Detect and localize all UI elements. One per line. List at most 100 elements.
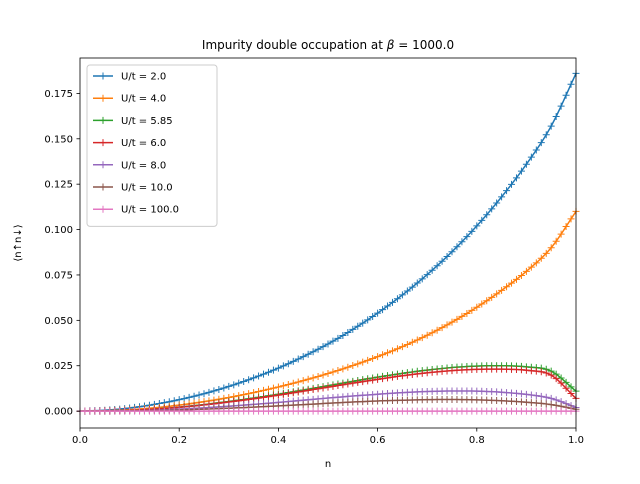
data-point: [359, 319, 367, 327]
chart-title-prefix: Impurity double occupation at: [202, 38, 387, 52]
data-point: [299, 387, 307, 395]
data-point: [547, 122, 555, 130]
data-point: [503, 283, 511, 291]
x-tick-label: 0.8: [469, 435, 485, 446]
chart-title-beta: β: [386, 38, 395, 52]
data-point: [428, 266, 436, 274]
data-point: [468, 227, 476, 235]
data-point: [552, 112, 560, 120]
x-tick-label: 0.6: [370, 435, 386, 446]
data-point: [284, 390, 292, 398]
x-tick-label: 0.4: [270, 435, 286, 446]
legend-label: U/t = 4.0: [121, 94, 166, 105]
data-point: [205, 388, 213, 396]
data-point: [473, 222, 481, 230]
data-point: [334, 334, 342, 342]
data-point: [388, 298, 396, 306]
legend-marker: [99, 139, 107, 147]
legend-marker: [99, 72, 107, 80]
data-point: [304, 375, 312, 383]
legend-entry-u-t-6-0: U/t = 6.0: [93, 138, 166, 149]
data-point: [478, 300, 486, 308]
data-point: [359, 358, 367, 366]
data-point: [408, 370, 416, 378]
data-point: [537, 399, 545, 407]
data-point: [269, 392, 277, 400]
data-point: [537, 392, 545, 400]
series-layer: [76, 69, 580, 415]
data-point: [369, 312, 377, 320]
data-point: [562, 384, 570, 392]
data-point: [547, 244, 555, 252]
y-tick-label: 0.050: [44, 316, 73, 327]
data-point: [542, 400, 550, 408]
chart-title-suffix: = 1000.0: [394, 38, 454, 52]
legend-entry-u-t-2-0: U/t = 2.0: [93, 72, 166, 83]
data-point: [344, 328, 352, 336]
data-point: [398, 291, 406, 299]
data-point: [393, 372, 401, 380]
data-point: [418, 334, 426, 342]
data-point: [483, 297, 491, 305]
legend-entry-u-t-100-0: U/t = 100.0: [93, 205, 179, 216]
data-point: [240, 377, 248, 385]
data-point: [493, 290, 501, 298]
data-point: [260, 393, 268, 401]
legend-entry-u-t-8-0: U/t = 8.0: [93, 160, 166, 171]
data-point: [517, 390, 525, 398]
data-point: [339, 365, 347, 373]
legend-marker: [99, 205, 107, 213]
data-point: [369, 376, 377, 384]
data-point: [522, 160, 530, 168]
data-point: [269, 384, 277, 392]
data-point: [532, 367, 540, 375]
x-tick-label: 0.2: [171, 435, 187, 446]
data-point: [354, 322, 362, 330]
y-tick-label: 0.025: [44, 361, 73, 372]
data-point: [274, 383, 282, 391]
data-point: [532, 259, 540, 267]
data-point: [532, 146, 540, 154]
data-point: [374, 309, 382, 317]
data-point: [542, 393, 550, 401]
legend-entry-u-t-10-0: U/t = 10.0: [93, 183, 173, 194]
data-point: [418, 369, 426, 377]
data-point: [384, 374, 392, 382]
data-point: [463, 309, 471, 317]
data-point: [329, 337, 337, 345]
data-point: [552, 375, 560, 383]
data-point: [284, 381, 292, 389]
data-point: [344, 380, 352, 388]
legend-marker: [99, 94, 107, 102]
data-point: [448, 318, 456, 326]
data-point: [398, 343, 406, 351]
data-point: [557, 102, 565, 110]
data-point: [255, 372, 263, 380]
data-point: [349, 325, 357, 333]
data-point: [384, 302, 392, 310]
data-point: [557, 379, 565, 387]
data-point: [339, 331, 347, 339]
data-point: [438, 257, 446, 265]
data-point: [483, 211, 491, 219]
legend-label: U/t = 6.0: [121, 138, 166, 149]
data-point: [562, 223, 570, 231]
data-point: [522, 390, 530, 398]
data-point: [517, 271, 525, 279]
data-point: [403, 371, 411, 379]
y-tick-label: 0.075: [44, 270, 73, 281]
data-point: [349, 379, 357, 387]
data-point: [512, 275, 520, 283]
data-point: [393, 295, 401, 303]
legend-label: U/t = 10.0: [121, 183, 173, 194]
data-point: [319, 384, 327, 392]
data-point: [403, 287, 411, 295]
legend-label: U/t = 5.85: [121, 116, 173, 127]
data-point: [195, 391, 203, 399]
ticks-layer: 0.0 0.2 0.4 0.6 0.8 1.0 0.000 0.025 0.050 0.075 0.…: [44, 89, 584, 446]
data-point: [314, 372, 322, 380]
legend-entry-u-t-4-0: U/t = 4.0: [93, 94, 166, 105]
data-point: [334, 382, 342, 390]
legend-marker: [99, 183, 107, 191]
